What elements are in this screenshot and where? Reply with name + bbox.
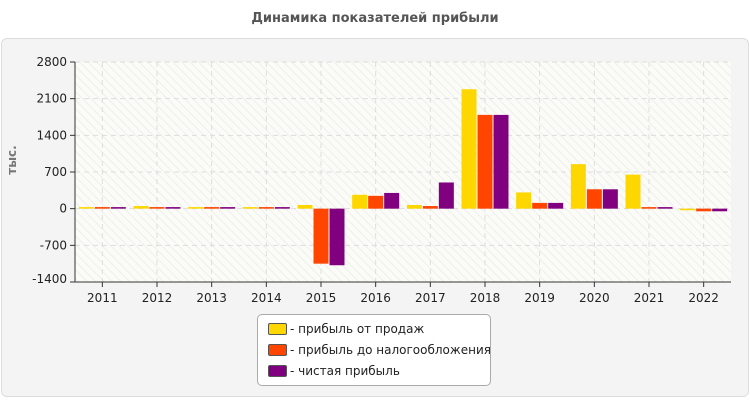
legend-swatch — [268, 323, 287, 335]
x-tick-label: 2018 — [470, 291, 501, 305]
y-tick-label: 0 — [59, 202, 67, 216]
bar — [406, 205, 422, 209]
legend-item: - чистая прибыль — [268, 363, 400, 379]
chart-title: Динамика показателей прибыли — [251, 11, 499, 26]
bar — [602, 189, 618, 209]
x-tick-label: 2012 — [142, 291, 173, 305]
legend-label: - прибыль до налогообложения — [290, 343, 491, 357]
legend-swatch — [268, 344, 287, 356]
bar — [94, 207, 110, 209]
legend-label: - чистая прибыль — [290, 364, 400, 378]
bar — [204, 207, 220, 209]
y-axis-label: тыс. — [5, 145, 19, 174]
bar — [532, 202, 548, 209]
bar — [313, 208, 329, 264]
bar — [680, 208, 696, 211]
x-tick-label: 2016 — [360, 291, 391, 305]
y-tick-label: 2100 — [36, 92, 67, 106]
x-tick-label: 2014 — [251, 291, 282, 305]
x-tick-label: 2021 — [634, 291, 665, 305]
bar — [242, 207, 258, 209]
bar — [548, 202, 564, 209]
bar-chart: -1400 -700 0 700 1400 2100 2800 2011 2012 2013 201… — [5, 55, 731, 305]
bar — [493, 114, 509, 209]
bar — [438, 182, 454, 209]
bar — [329, 208, 345, 266]
legend-label: - прибыль от продаж — [290, 322, 425, 336]
y-tick-label: 2800 — [36, 55, 67, 69]
bar — [297, 205, 313, 209]
bar — [657, 207, 673, 209]
bar — [352, 194, 368, 209]
bar — [188, 207, 204, 209]
y-tick-label: -1400 — [32, 272, 67, 286]
bar — [477, 114, 493, 209]
x-tick-label: 2019 — [524, 291, 555, 305]
x-tick-label: 2011 — [87, 291, 118, 305]
x-tick-label: 2013 — [196, 291, 227, 305]
bar — [696, 208, 712, 212]
x-tick-label: 2015 — [306, 291, 337, 305]
bar — [570, 164, 586, 209]
legend-item: - прибыль до налогообложения — [268, 342, 491, 358]
bar — [384, 192, 400, 209]
x-tick-label: 2020 — [579, 291, 610, 305]
legend: - прибыль от продаж - прибыль до налогоо… — [257, 314, 491, 386]
bar — [641, 207, 657, 209]
bar — [133, 206, 149, 209]
bar — [165, 207, 181, 209]
bar — [516, 192, 532, 209]
bar — [110, 207, 126, 209]
bar — [149, 207, 165, 209]
bar — [220, 207, 236, 209]
y-tick-label: -700 — [40, 238, 67, 252]
x-tick-label: 2017 — [415, 291, 446, 305]
legend-item: - прибыль от продаж — [268, 321, 424, 337]
bar — [625, 174, 641, 209]
y-tick-label: 700 — [44, 165, 67, 179]
bar — [274, 207, 290, 209]
bar — [258, 207, 274, 209]
legend-swatch — [268, 365, 287, 377]
x-tick-label: 2022 — [688, 291, 719, 305]
bar — [461, 89, 477, 209]
bar — [78, 207, 94, 209]
y-tick-label: 1400 — [36, 128, 67, 142]
bar — [368, 195, 384, 209]
bar — [712, 208, 728, 212]
bar — [422, 206, 438, 209]
bar — [586, 189, 602, 209]
